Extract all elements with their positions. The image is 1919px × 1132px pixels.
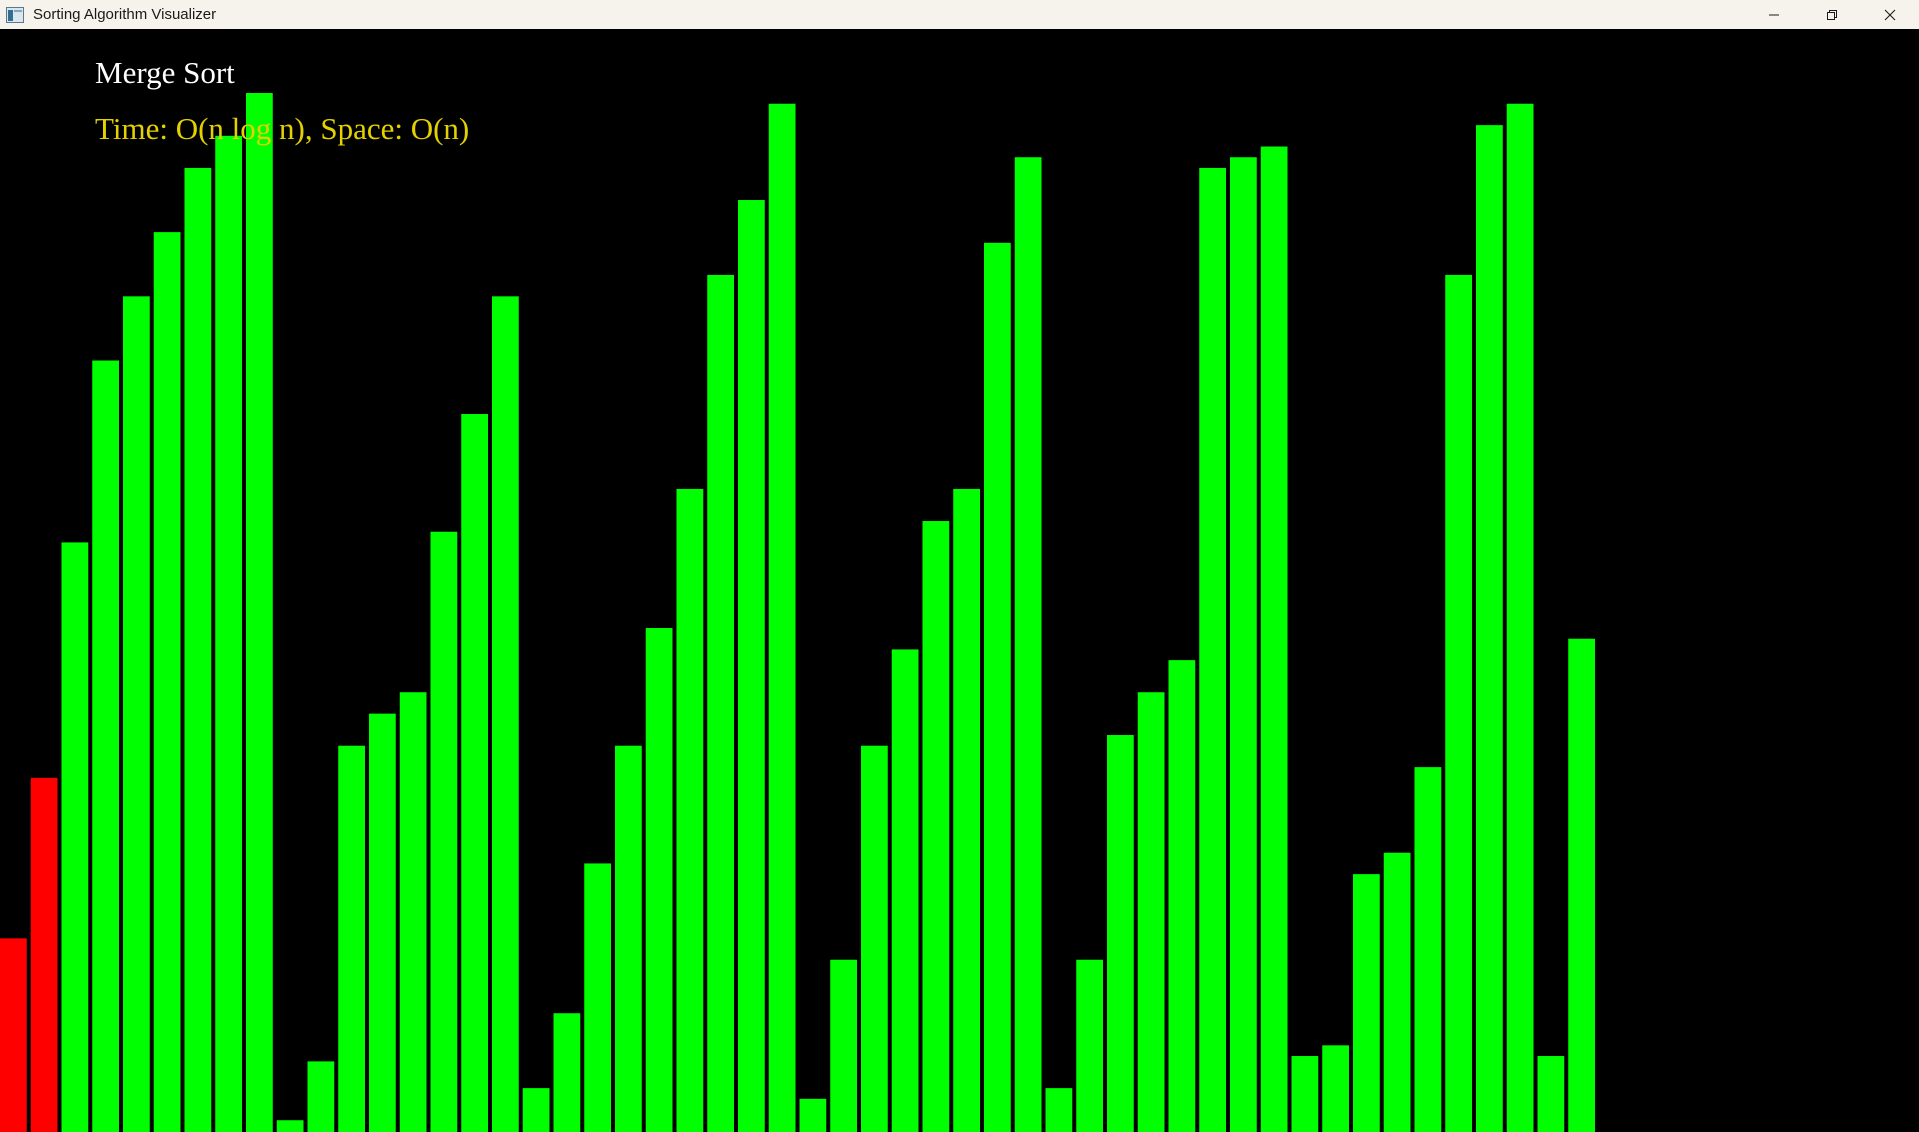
bar xyxy=(1506,103,1534,1132)
bar xyxy=(738,200,765,1132)
algorithm-name: Merge Sort xyxy=(95,55,235,90)
window-controls xyxy=(1745,0,1919,29)
bars-chart xyxy=(0,93,1595,1132)
bar xyxy=(399,692,427,1132)
bar xyxy=(922,521,950,1132)
title-bar[interactable]: Sorting Algorithm Visualizer xyxy=(0,0,1919,29)
minimize-button[interactable] xyxy=(1745,0,1803,29)
bar xyxy=(707,274,734,1132)
bar-highlighted xyxy=(0,938,27,1132)
bar xyxy=(799,1098,827,1132)
bar xyxy=(1537,1056,1565,1132)
bar xyxy=(615,745,642,1132)
bar xyxy=(1107,735,1134,1132)
window-title: Sorting Algorithm Visualizer xyxy=(33,6,217,23)
bar xyxy=(461,414,488,1132)
bar xyxy=(184,167,212,1132)
bar xyxy=(553,1013,581,1132)
bar xyxy=(584,863,611,1132)
bar xyxy=(830,959,857,1132)
bar xyxy=(1137,692,1165,1132)
bar xyxy=(1260,146,1288,1132)
bar xyxy=(891,649,919,1132)
bar xyxy=(1383,852,1411,1132)
app-window-icon xyxy=(6,6,24,23)
restore-button[interactable] xyxy=(1803,0,1861,29)
bar xyxy=(1322,1045,1349,1132)
bar xyxy=(861,745,888,1132)
bar xyxy=(1445,274,1472,1132)
bar xyxy=(430,531,458,1132)
bar xyxy=(1291,1056,1319,1132)
close-button[interactable] xyxy=(1861,0,1919,29)
bar xyxy=(369,713,396,1132)
bar-highlighted xyxy=(30,777,58,1132)
bar xyxy=(1199,167,1226,1132)
bar xyxy=(1414,767,1442,1132)
restore-icon xyxy=(1827,9,1837,20)
bar xyxy=(1076,959,1103,1132)
complexity-label: Time: O(n log n), Space: O(n) xyxy=(95,111,470,146)
bar xyxy=(153,232,181,1132)
bar xyxy=(984,242,1011,1132)
bar xyxy=(1476,125,1503,1132)
bar xyxy=(645,628,673,1132)
bar xyxy=(492,296,519,1132)
bar xyxy=(1568,638,1595,1132)
bar xyxy=(61,542,89,1132)
close-icon xyxy=(1884,9,1896,20)
bar xyxy=(123,296,150,1132)
bar xyxy=(215,135,242,1132)
bar xyxy=(1353,874,1380,1132)
minimize-icon xyxy=(1769,14,1779,15)
bar xyxy=(307,1061,335,1132)
visualizer-canvas: Merge Sort Time: O(n log n), Space: O(n) xyxy=(0,29,1919,1132)
bar xyxy=(522,1088,550,1132)
bar xyxy=(1014,157,1042,1132)
bar xyxy=(92,360,119,1132)
bar xyxy=(1045,1088,1073,1132)
bar xyxy=(1168,660,1196,1132)
bar xyxy=(768,103,796,1132)
bar xyxy=(338,745,365,1132)
bar xyxy=(276,1120,304,1132)
bar xyxy=(676,488,704,1132)
bar xyxy=(953,488,980,1132)
bar xyxy=(246,93,273,1132)
bar xyxy=(1230,157,1257,1132)
